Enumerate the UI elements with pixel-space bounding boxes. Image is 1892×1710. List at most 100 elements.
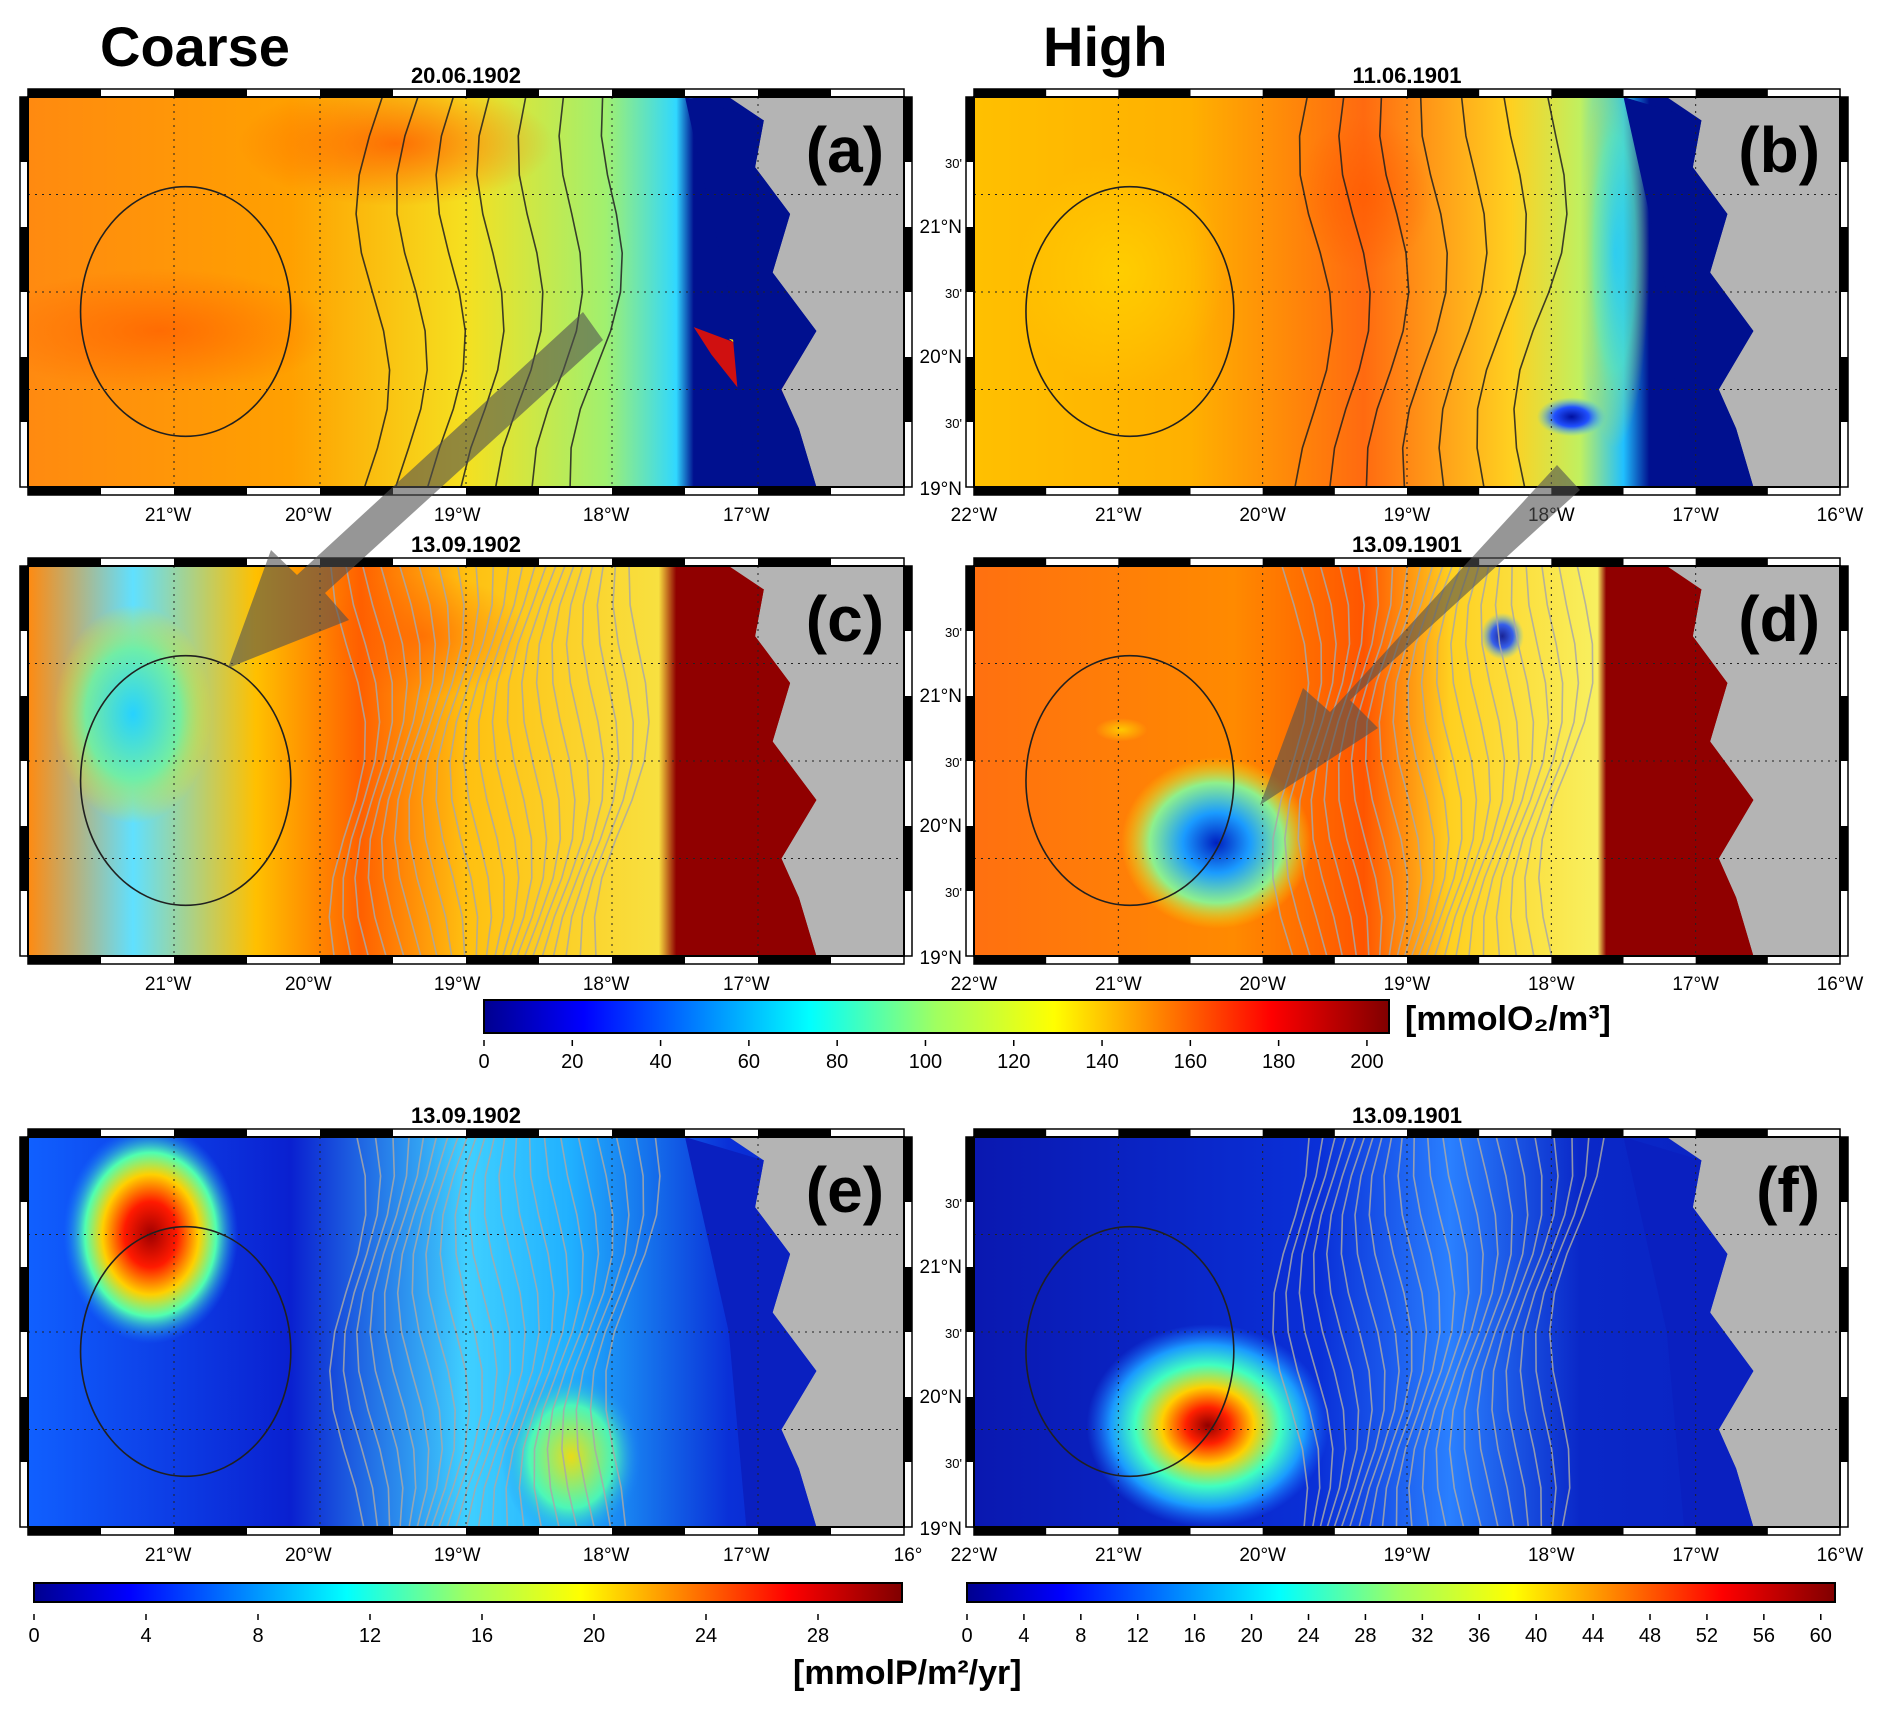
lon-tick: 18°W bbox=[1528, 1545, 1575, 1566]
panel-a-date: 20.06.1902 bbox=[411, 63, 521, 88]
colorbar-tick: 36 bbox=[1468, 1625, 1490, 1647]
lon-tick: 17°W bbox=[723, 1545, 770, 1566]
colorbar-tick: 60 bbox=[738, 1051, 760, 1073]
lat-tick: 30' bbox=[945, 286, 962, 301]
arrow-b-to-d bbox=[1260, 465, 1580, 805]
lon-tick: 21°W bbox=[145, 974, 192, 995]
lat-tick: 20°N bbox=[920, 816, 962, 837]
panel-a-label: (a) bbox=[806, 114, 884, 186]
lon-tick: 19°W bbox=[434, 1545, 481, 1566]
panel-a: 20.06.1902 (a) 21°W 20°W 19°W 18°W 17°W bbox=[19, 63, 913, 526]
arrow-a-to-c bbox=[228, 312, 603, 668]
colorbar-tick: 120 bbox=[997, 1051, 1030, 1073]
colorbar-tick: 16 bbox=[1184, 1625, 1206, 1647]
panel-c: 13.09.1902 (c) 21°W 20°W 19°W 18°W 17°W bbox=[19, 532, 913, 995]
colorbar-tick: 28 bbox=[807, 1625, 829, 1647]
colorbar-tick: 180 bbox=[1262, 1051, 1295, 1073]
lat-tick: 20°N bbox=[920, 1387, 962, 1408]
colorbar-tick: 100 bbox=[909, 1051, 942, 1073]
lon-tick: 20°W bbox=[285, 1545, 332, 1566]
colorbar-tick: 16 bbox=[471, 1625, 493, 1647]
colorbar-tick: 4 bbox=[1018, 1625, 1029, 1647]
colorbar-tick: 24 bbox=[1297, 1625, 1319, 1647]
land-b bbox=[1666, 97, 1840, 487]
colorbar-tick: 8 bbox=[1075, 1625, 1086, 1647]
lon-tick: 19°W bbox=[1384, 505, 1431, 526]
colorbar-tick: 60 bbox=[1810, 1625, 1832, 1647]
lat-tick: 30' bbox=[945, 1196, 962, 1211]
colorbar-tick: 0 bbox=[28, 1625, 39, 1647]
lon-tick: 18°W bbox=[583, 974, 630, 995]
lat-tick: 21°N bbox=[920, 217, 962, 238]
land-f bbox=[1666, 1137, 1840, 1527]
colorbar-tick: 52 bbox=[1696, 1625, 1718, 1647]
lat-tick: 20°N bbox=[920, 347, 962, 368]
colorbar-tick: 32 bbox=[1411, 1625, 1433, 1647]
panel-d-label: (d) bbox=[1738, 583, 1820, 655]
lon-tick: 19°W bbox=[434, 505, 481, 526]
colorbar-tick: 28 bbox=[1354, 1625, 1376, 1647]
lon-tick: 21°W bbox=[1095, 1545, 1142, 1566]
lat-tick: 19°N bbox=[920, 948, 962, 969]
colorbar-tick: 44 bbox=[1582, 1625, 1604, 1647]
lon-tick: 16°W bbox=[1817, 974, 1864, 995]
panel-c-date: 13.09.1902 bbox=[411, 532, 521, 557]
panel-f-label: (f) bbox=[1756, 1154, 1820, 1226]
lat-tick: 30' bbox=[945, 885, 962, 900]
colorbar-export-high: 0 4 8 12 16 20 24 28 32 36 40 44 48 52 56 60 bbox=[961, 1582, 1836, 1647]
colorbar-tick: 20 bbox=[561, 1051, 583, 1073]
colorbar-tick: 80 bbox=[826, 1051, 848, 1073]
colorbar-tick: 140 bbox=[1085, 1051, 1118, 1073]
colorbar-tick: 12 bbox=[1127, 1625, 1149, 1647]
colorbar-tick: 48 bbox=[1639, 1625, 1661, 1647]
lon-tick: 21°W bbox=[145, 1545, 192, 1566]
colorbar-export-unit: [mmolP/m²/yr] bbox=[793, 1654, 1022, 1692]
lon-tick: 20°W bbox=[285, 505, 332, 526]
panel-e-date: 13.09.1902 bbox=[411, 1103, 521, 1128]
header-coarse: Coarse bbox=[100, 15, 290, 78]
lon-tick: 20°W bbox=[1239, 974, 1286, 995]
lat-tick: 21°N bbox=[920, 1257, 962, 1278]
colorbar-oxygen-unit: [mmolO₂/m³] bbox=[1405, 1000, 1611, 1038]
lon-tick: 21°W bbox=[145, 505, 192, 526]
colorbar-oxygen: 0 20 40 60 80 100 120 140 160 180 200 [mmolO₂/m³] bbox=[478, 999, 1611, 1073]
panel-f: 13.09.1901 (f) 22°W 21°W 20°W 19°W 18°W 17°W 16°… bbox=[920, 1103, 1864, 1566]
lon-tick: 18°W bbox=[583, 505, 630, 526]
colorbar-tick: 12 bbox=[359, 1625, 381, 1647]
lon-tick: 18°W bbox=[583, 1545, 630, 1566]
lon-tick: 19°W bbox=[1384, 1545, 1431, 1566]
lon-tick: 21°W bbox=[1095, 505, 1142, 526]
land-a bbox=[728, 97, 904, 487]
lon-tick: 17°W bbox=[1672, 1545, 1719, 1566]
panel-d: 13.09.1901 (d) 22°W 21°W 20°W 19°W 18°W 17°W 16°… bbox=[920, 532, 1864, 995]
colorbar-tick: 8 bbox=[252, 1625, 263, 1647]
lon-tick: 17°W bbox=[1672, 974, 1719, 995]
lon-tick: 19°W bbox=[1384, 974, 1431, 995]
colorbar-tick: 0 bbox=[961, 1625, 972, 1647]
panel-e: 13.09.1902 (e) 21°W 20°W 19°W 18°W 17°W 16° bbox=[19, 1103, 923, 1566]
colorbar-tick: 40 bbox=[649, 1051, 671, 1073]
lon-tick: 20°W bbox=[1239, 505, 1286, 526]
colorbar-tick: 20 bbox=[1240, 1625, 1262, 1647]
colorbar-tick: 56 bbox=[1753, 1625, 1775, 1647]
panel-e-label: (e) bbox=[806, 1154, 884, 1226]
lon-tick: 16°W bbox=[1817, 505, 1864, 526]
lat-tick: 30' bbox=[945, 1456, 962, 1471]
lon-tick: 21°W bbox=[1095, 974, 1142, 995]
lon-tick: 16° bbox=[894, 1545, 923, 1566]
lon-tick: 22°W bbox=[951, 505, 998, 526]
lon-tick: 17°W bbox=[723, 974, 770, 995]
colorbar-tick: 4 bbox=[140, 1625, 151, 1647]
header-high: High bbox=[1043, 15, 1167, 78]
lon-tick: 17°W bbox=[1672, 505, 1719, 526]
land-d bbox=[1666, 566, 1840, 956]
lat-tick: 30' bbox=[945, 625, 962, 640]
lat-tick: 30' bbox=[945, 156, 962, 171]
lat-tick: 30' bbox=[945, 416, 962, 431]
lon-tick: 17°W bbox=[723, 505, 770, 526]
colorbar-export-coarse: 0 4 8 12 16 20 24 28 bbox=[28, 1582, 903, 1647]
lat-tick: 30' bbox=[945, 755, 962, 770]
colorbar-tick: 20 bbox=[583, 1625, 605, 1647]
colorbar-tick: 24 bbox=[695, 1625, 717, 1647]
